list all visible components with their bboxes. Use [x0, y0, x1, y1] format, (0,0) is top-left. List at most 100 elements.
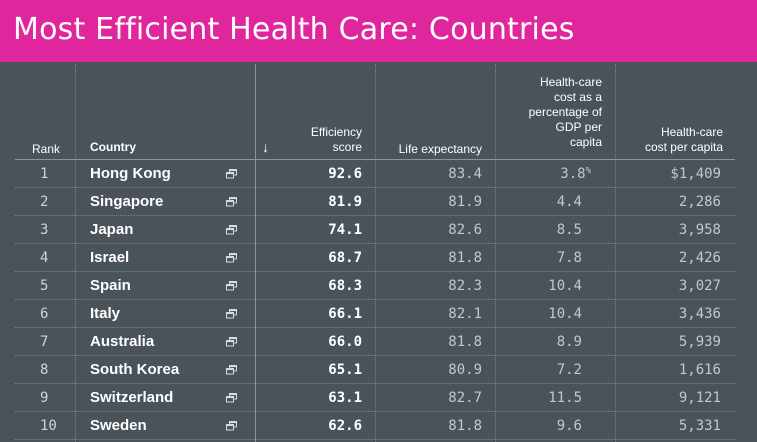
- life-expectancy-cell: 81.9: [448, 194, 482, 210]
- compare-icon[interactable]: [226, 169, 237, 179]
- gdp-percentage-cell: 9.6: [495, 412, 591, 440]
- cost-per-capita-cell: 1,616: [678, 362, 721, 378]
- life-expectancy-cell: 81.8: [448, 334, 482, 350]
- data-table: Rank Country ↓ Efficiency score Life exp…: [0, 62, 757, 442]
- header-cost-per-capita[interactable]: Health-care cost per capita: [644, 125, 723, 154]
- life-expectancy-cell: 82.7: [448, 390, 482, 406]
- cost-per-capita-cell: 2,426: [678, 250, 721, 266]
- compare-icon[interactable]: [226, 421, 237, 431]
- table-row[interactable]: 5 Spain 68.3 82.3 10.4 3,027: [0, 272, 757, 300]
- gdp-percentage-cell: 10.4: [495, 300, 591, 328]
- life-expectancy-cell: 80.9: [448, 362, 482, 378]
- compare-icon[interactable]: [226, 365, 237, 375]
- gdp-percentage-cell: 10.4: [495, 272, 591, 300]
- cost-per-capita-cell: 3,958: [678, 222, 721, 238]
- country-cell[interactable]: Australia: [90, 333, 155, 350]
- gdp-value: 3.8: [560, 166, 586, 182]
- cost-per-capita-cell: 3,436: [678, 306, 721, 322]
- country-cell[interactable]: Switzerland: [90, 389, 174, 406]
- row-divider: [15, 243, 735, 244]
- sort-arrow-icon[interactable]: ↓: [262, 139, 269, 155]
- rank-cell: 6: [40, 306, 49, 322]
- table-row[interactable]: 9 Switzerland 63.1 82.7 11.5 9,121: [0, 384, 757, 412]
- gdp-value: 7.8: [556, 250, 582, 266]
- gdp-value: 9.6: [556, 418, 582, 434]
- table-row[interactable]: 10 Sweden 62.6 81.8 9.6 5,331: [0, 412, 757, 440]
- country-cell[interactable]: Italy: [90, 305, 121, 322]
- country-cell[interactable]: Singapore: [90, 193, 164, 210]
- efficiency-cell: 65.1: [328, 362, 362, 378]
- row-divider: [15, 327, 735, 328]
- header-rank[interactable]: Rank: [32, 142, 61, 156]
- rank-cell: 4: [40, 250, 49, 266]
- header-divider: [15, 159, 735, 160]
- table-row[interactable]: 6 Italy 66.1 82.1 10.4 3,436: [0, 300, 757, 328]
- country-cell[interactable]: Hong Kong: [90, 165, 171, 182]
- life-expectancy-cell: 81.8: [448, 250, 482, 266]
- efficiency-cell: 63.1: [328, 390, 362, 406]
- gdp-percentage-cell: 8.5: [495, 216, 591, 244]
- column-divider: [375, 64, 376, 442]
- header-country[interactable]: Country: [90, 140, 136, 154]
- header-efficiency[interactable]: Efficiency score: [310, 125, 362, 154]
- rank-cell: 9: [40, 390, 49, 406]
- rank-cell: 1: [40, 166, 49, 182]
- gdp-value: 10.4: [548, 306, 582, 322]
- gdp-percentage-cell: 7.8: [495, 244, 591, 272]
- life-expectancy-cell: 81.8: [448, 418, 482, 434]
- row-divider: [15, 271, 735, 272]
- cost-per-capita-cell: $1,409: [670, 166, 721, 182]
- table-row[interactable]: 4 Israel 68.7 81.8 7.8 2,426: [0, 244, 757, 272]
- row-divider: [15, 383, 735, 384]
- efficiency-cell: 68.3: [328, 278, 362, 294]
- row-divider: [15, 187, 735, 188]
- gdp-value: 10.4: [548, 278, 582, 294]
- gdp-value: 11.5: [548, 390, 582, 406]
- country-cell[interactable]: Israel: [90, 249, 130, 266]
- table-row[interactable]: 7 Australia 66.0 81.8 8.9 5,939: [0, 328, 757, 356]
- column-divider: [495, 64, 496, 442]
- life-expectancy-cell: 82.3: [448, 278, 482, 294]
- country-cell[interactable]: Spain: [90, 277, 131, 294]
- compare-icon[interactable]: [226, 281, 237, 291]
- compare-icon[interactable]: [226, 393, 237, 403]
- column-divider: [255, 64, 256, 442]
- efficiency-cell: 81.9: [328, 194, 362, 210]
- compare-icon[interactable]: [226, 225, 237, 235]
- column-divider: [615, 64, 616, 442]
- compare-icon[interactable]: [226, 197, 237, 207]
- efficiency-cell: 66.1: [328, 306, 362, 322]
- compare-icon[interactable]: [226, 253, 237, 263]
- title-bar: Most Efficient Health Care: Countries: [0, 0, 757, 62]
- column-divider: [75, 64, 76, 442]
- efficiency-cell: 68.7: [328, 250, 362, 266]
- table-row[interactable]: 8 South Korea 65.1 80.9 7.2 1,616: [0, 356, 757, 384]
- table-row[interactable]: 3 Japan 74.1 82.6 8.5 3,958: [0, 216, 757, 244]
- gdp-value: 4.4: [556, 194, 582, 210]
- row-divider: [15, 439, 735, 440]
- table-row[interactable]: 2 Singapore 81.9 81.9 4.4 2,286: [0, 188, 757, 216]
- percent-sign: %: [585, 166, 591, 176]
- compare-icon[interactable]: [226, 309, 237, 319]
- efficiency-cell: 74.1: [328, 222, 362, 238]
- row-divider: [15, 299, 735, 300]
- country-cell[interactable]: Sweden: [90, 417, 147, 434]
- rank-cell: 10: [40, 418, 57, 434]
- gdp-value: 7.2: [556, 362, 582, 378]
- efficiency-cell: 92.6: [328, 166, 362, 182]
- gdp-percentage-cell: 11.5: [495, 384, 591, 412]
- cost-per-capita-cell: 2,286: [678, 194, 721, 210]
- table-row[interactable]: 1 Hong Kong 92.6 83.4 3.8% $1,409: [0, 160, 757, 188]
- header-life-expectancy[interactable]: Life expectancy: [398, 142, 482, 156]
- cost-per-capita-cell: 5,331: [678, 418, 721, 434]
- rank-cell: 7: [40, 334, 49, 350]
- compare-icon[interactable]: [226, 337, 237, 347]
- life-expectancy-cell: 83.4: [448, 166, 482, 182]
- life-expectancy-cell: 82.1: [448, 306, 482, 322]
- rank-cell: 8: [40, 362, 49, 378]
- gdp-value: 8.5: [556, 222, 582, 238]
- gdp-percentage-cell: 3.8%: [495, 160, 591, 188]
- country-cell[interactable]: South Korea: [90, 361, 180, 378]
- country-cell[interactable]: Japan: [90, 221, 134, 238]
- header-gdp-percentage[interactable]: Health-care cost as a percentage of GDP …: [528, 75, 602, 149]
